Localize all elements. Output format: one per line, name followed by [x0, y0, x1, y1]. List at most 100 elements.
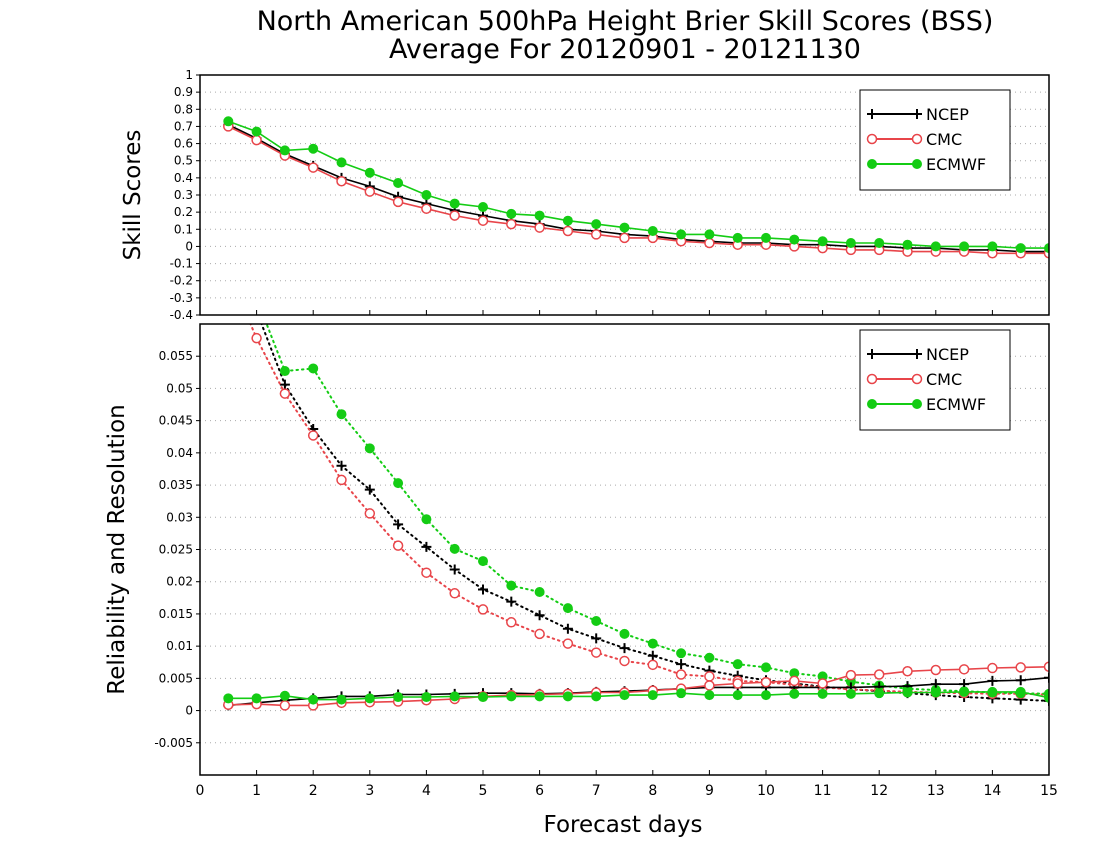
- data-point-cmc: [279, 700, 291, 711]
- data-point-ecmwf: [421, 514, 432, 525]
- data-point-ecmwf: [279, 690, 290, 701]
- data-point-cmc: [477, 604, 489, 615]
- data-point-ncep: [1015, 675, 1026, 686]
- data-point-ecmwf: [930, 687, 941, 698]
- data-point-ecmwf: [874, 238, 885, 248]
- data-point-cmc: [987, 662, 998, 674]
- data-point-ncep: [364, 484, 375, 495]
- data-point-ecmwf: [506, 208, 517, 219]
- data-point-ecmwf: [959, 686, 970, 697]
- y-tick-label: 0.6: [174, 137, 193, 151]
- data-point-cmc: [845, 669, 857, 681]
- data-point-cmc: [675, 669, 687, 680]
- data-point-ecmwf: [562, 691, 573, 702]
- data-point-ecmwf: [252, 294, 261, 303]
- y-tick-label: 0.2: [174, 205, 193, 219]
- data-point-ecmwf: [619, 222, 630, 233]
- y-tick-label: 0.01: [166, 639, 193, 653]
- data-point-ecmwf: [902, 687, 913, 698]
- legend-marker-ecmwf: [912, 399, 922, 409]
- y-tick-label: 0.03: [166, 510, 193, 524]
- legend-marker-ncep: [912, 349, 922, 359]
- data-point-ecmwf: [676, 688, 687, 699]
- legend-marker-cmc: [911, 373, 923, 385]
- data-point-cmc: [364, 186, 376, 197]
- legend: NCEP CMC ECMWF: [859, 329, 1011, 431]
- data-point-ncep: [506, 596, 517, 607]
- data-point-ncep: [449, 564, 460, 575]
- data-point-ncep: [562, 623, 573, 634]
- data-point-ncep: [421, 541, 432, 552]
- x-tick-label: 13: [927, 783, 945, 799]
- legend: NCEP CMC ECMWF: [859, 89, 1011, 191]
- data-point-ecmwf: [647, 638, 658, 649]
- data-point-cmc: [619, 655, 630, 667]
- y-tick-label: 0.005: [159, 671, 193, 685]
- x-tick-label: 12: [870, 783, 888, 799]
- data-point-cmc: [958, 664, 970, 675]
- data-point-ecmwf: [449, 543, 460, 554]
- series-group: [223, 116, 1049, 259]
- legend-marker-ncep: [912, 109, 922, 119]
- y-tick-label: 0.05: [166, 381, 193, 395]
- data-point-ecmwf: [761, 662, 771, 673]
- data-point-cmc: [449, 210, 460, 221]
- data-point-ecmwf: [534, 210, 545, 221]
- x-axis-label: Forecast days: [544, 812, 703, 838]
- data-point-cmc: [590, 647, 602, 658]
- y-tick-label: 0.1: [174, 222, 193, 236]
- data-point-cmc: [251, 134, 262, 146]
- data-point-ecmwf: [308, 363, 319, 374]
- data-point-cmc: [732, 678, 743, 689]
- data-point-ecmwf: [308, 143, 319, 154]
- y-tick-label: 1: [185, 68, 193, 82]
- data-point-cmc: [506, 617, 517, 628]
- data-point-ecmwf: [676, 648, 687, 659]
- y-tick-label: 0.4: [174, 171, 193, 185]
- legend-label-ecmwf: ECMWF: [926, 155, 986, 174]
- data-point-ecmwf: [761, 690, 771, 701]
- data-point-ecmwf: [308, 694, 319, 705]
- y-axis-label: Skill Scores: [120, 130, 146, 261]
- legend-marker-ecmwf: [867, 159, 877, 169]
- x-tick-label: 3: [365, 783, 374, 799]
- data-point-cmc: [534, 222, 545, 233]
- data-point-ecmwf: [478, 556, 488, 567]
- data-point-cmc: [279, 388, 291, 399]
- data-point-ecmwf: [251, 126, 262, 137]
- data-point-cmc: [760, 676, 772, 688]
- data-point-ecmwf: [704, 652, 715, 663]
- data-point-ecmwf: [591, 219, 602, 230]
- series-line-ecmwf-resolution: [265, 324, 1049, 695]
- legend-label-ncep: NCEP: [926, 345, 969, 364]
- legend-label-cmc: CMC: [926, 130, 962, 149]
- y-tick-label: 0.04: [166, 446, 193, 460]
- data-point-cmc: [307, 430, 319, 441]
- data-point-cmc: [647, 659, 659, 671]
- data-point-cmc: [392, 196, 404, 208]
- y-tick-label: -0.2: [170, 274, 193, 288]
- data-point-ncep: [534, 610, 545, 621]
- data-point-cmc: [534, 628, 545, 640]
- data-point-ecmwf: [789, 688, 800, 699]
- x-tick-label: 10: [757, 783, 775, 799]
- data-point-ecmwf: [704, 690, 715, 701]
- y-tick-label: 0.055: [159, 349, 193, 363]
- x-tick-label: 1: [252, 783, 261, 799]
- series-line-ncep-resolution: [260, 324, 1049, 702]
- x-tick-label: 7: [592, 783, 601, 799]
- legend-marker-ecmwf: [912, 159, 922, 169]
- y-tick-label: 0.9: [174, 85, 193, 99]
- data-point-cmc: [506, 218, 517, 230]
- y-tick-label: 0.02: [166, 575, 193, 589]
- data-point-cmc: [336, 176, 347, 187]
- data-point-ecmwf: [1015, 243, 1026, 254]
- data-point-ecmwf: [817, 236, 828, 247]
- data-point-cmc: [449, 588, 460, 599]
- legend-label-ecmwf: ECMWF: [926, 395, 986, 414]
- data-point-ecmwf: [223, 116, 234, 127]
- data-point-ecmwf: [619, 628, 630, 639]
- bottom-panel: -0.005 0 0.005 0.01 0.015 0.02 0.025 0.03 0.035 0…: [104, 294, 1058, 799]
- x-tick-label: 15: [1040, 783, 1058, 799]
